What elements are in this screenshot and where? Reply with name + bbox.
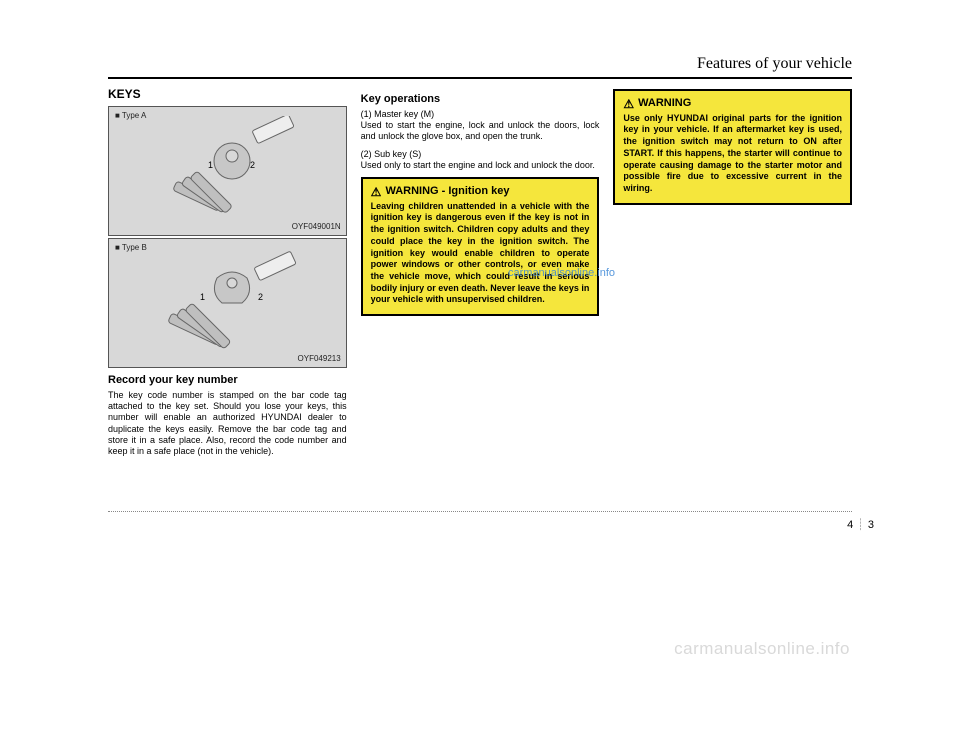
record-key-body: The key code number is stamped on the ba… xyxy=(108,390,347,458)
section-title: Features of your vehicle xyxy=(108,55,852,79)
page-number-separator: ┊ xyxy=(857,519,866,531)
figure-a-code: OYF049001N xyxy=(292,222,341,232)
page-number-left: 4 xyxy=(847,519,855,531)
footer-rule: 4┊3 xyxy=(108,511,852,512)
watermark-inline: carmanualsonline.info xyxy=(508,267,615,279)
sub-key-body: Used only to start the engine and lock a… xyxy=(361,160,600,171)
fig-b-num-2: 2 xyxy=(258,292,263,302)
key-operations-subhead: Key operations xyxy=(361,93,600,107)
page: Features of your vehicle carmanualsonlin… xyxy=(108,55,852,512)
fig-b-num-1: 1 xyxy=(200,292,205,302)
keys-illustration-b: 1 2 xyxy=(142,248,312,358)
warning-ignition-key: ⚠ WARNING - Ignition key Leaving childre… xyxy=(361,177,600,316)
sub-key-line: (2) Sub key (S) xyxy=(361,149,600,160)
keys-heading: KEYS xyxy=(108,87,347,102)
warning-parts: ⚠ WARNING Use only HYUNDAI original part… xyxy=(613,89,852,205)
page-number-right: 3 xyxy=(868,519,876,531)
warning-ignition-title-text: WARNING - Ignition key xyxy=(385,185,509,199)
warning-parts-body: Use only HYUNDAI original parts for the … xyxy=(623,113,842,195)
warning-triangle-icon: ⚠ xyxy=(623,98,634,110)
watermark-bottom: carmanualsonline.info xyxy=(674,639,850,659)
column-1: KEYS ■ Type A 1 2 OYF049001N xyxy=(108,87,347,463)
figure-type-a: ■ Type A 1 2 OYF049001N xyxy=(108,106,347,236)
record-key-subhead: Record your key number xyxy=(108,374,347,388)
column-3: ⚠ WARNING Use only HYUNDAI original part… xyxy=(613,87,852,463)
figure-type-b: ■ Type B 1 2 OYF049213 xyxy=(108,238,347,368)
figure-b-code: OYF049213 xyxy=(298,354,341,364)
keys-illustration-a: 1 2 xyxy=(142,116,312,226)
fig-a-num-1: 1 xyxy=(208,160,213,170)
master-key-line: (1) Master key (M) xyxy=(361,109,600,120)
warning-parts-title: ⚠ WARNING xyxy=(623,97,842,111)
master-key-body: Used to start the engine, lock and unloc… xyxy=(361,120,600,143)
columns: KEYS ■ Type A 1 2 OYF049001N xyxy=(108,87,852,463)
page-number: 4┊3 xyxy=(847,518,876,531)
warning-ignition-title: ⚠ WARNING - Ignition key xyxy=(371,185,590,199)
warning-ignition-body: Leaving children unattended in a vehicle… xyxy=(371,201,590,306)
warning-triangle-icon: ⚠ xyxy=(371,186,382,198)
warning-parts-title-text: WARNING xyxy=(638,97,691,111)
fig-a-num-2: 2 xyxy=(250,160,255,170)
